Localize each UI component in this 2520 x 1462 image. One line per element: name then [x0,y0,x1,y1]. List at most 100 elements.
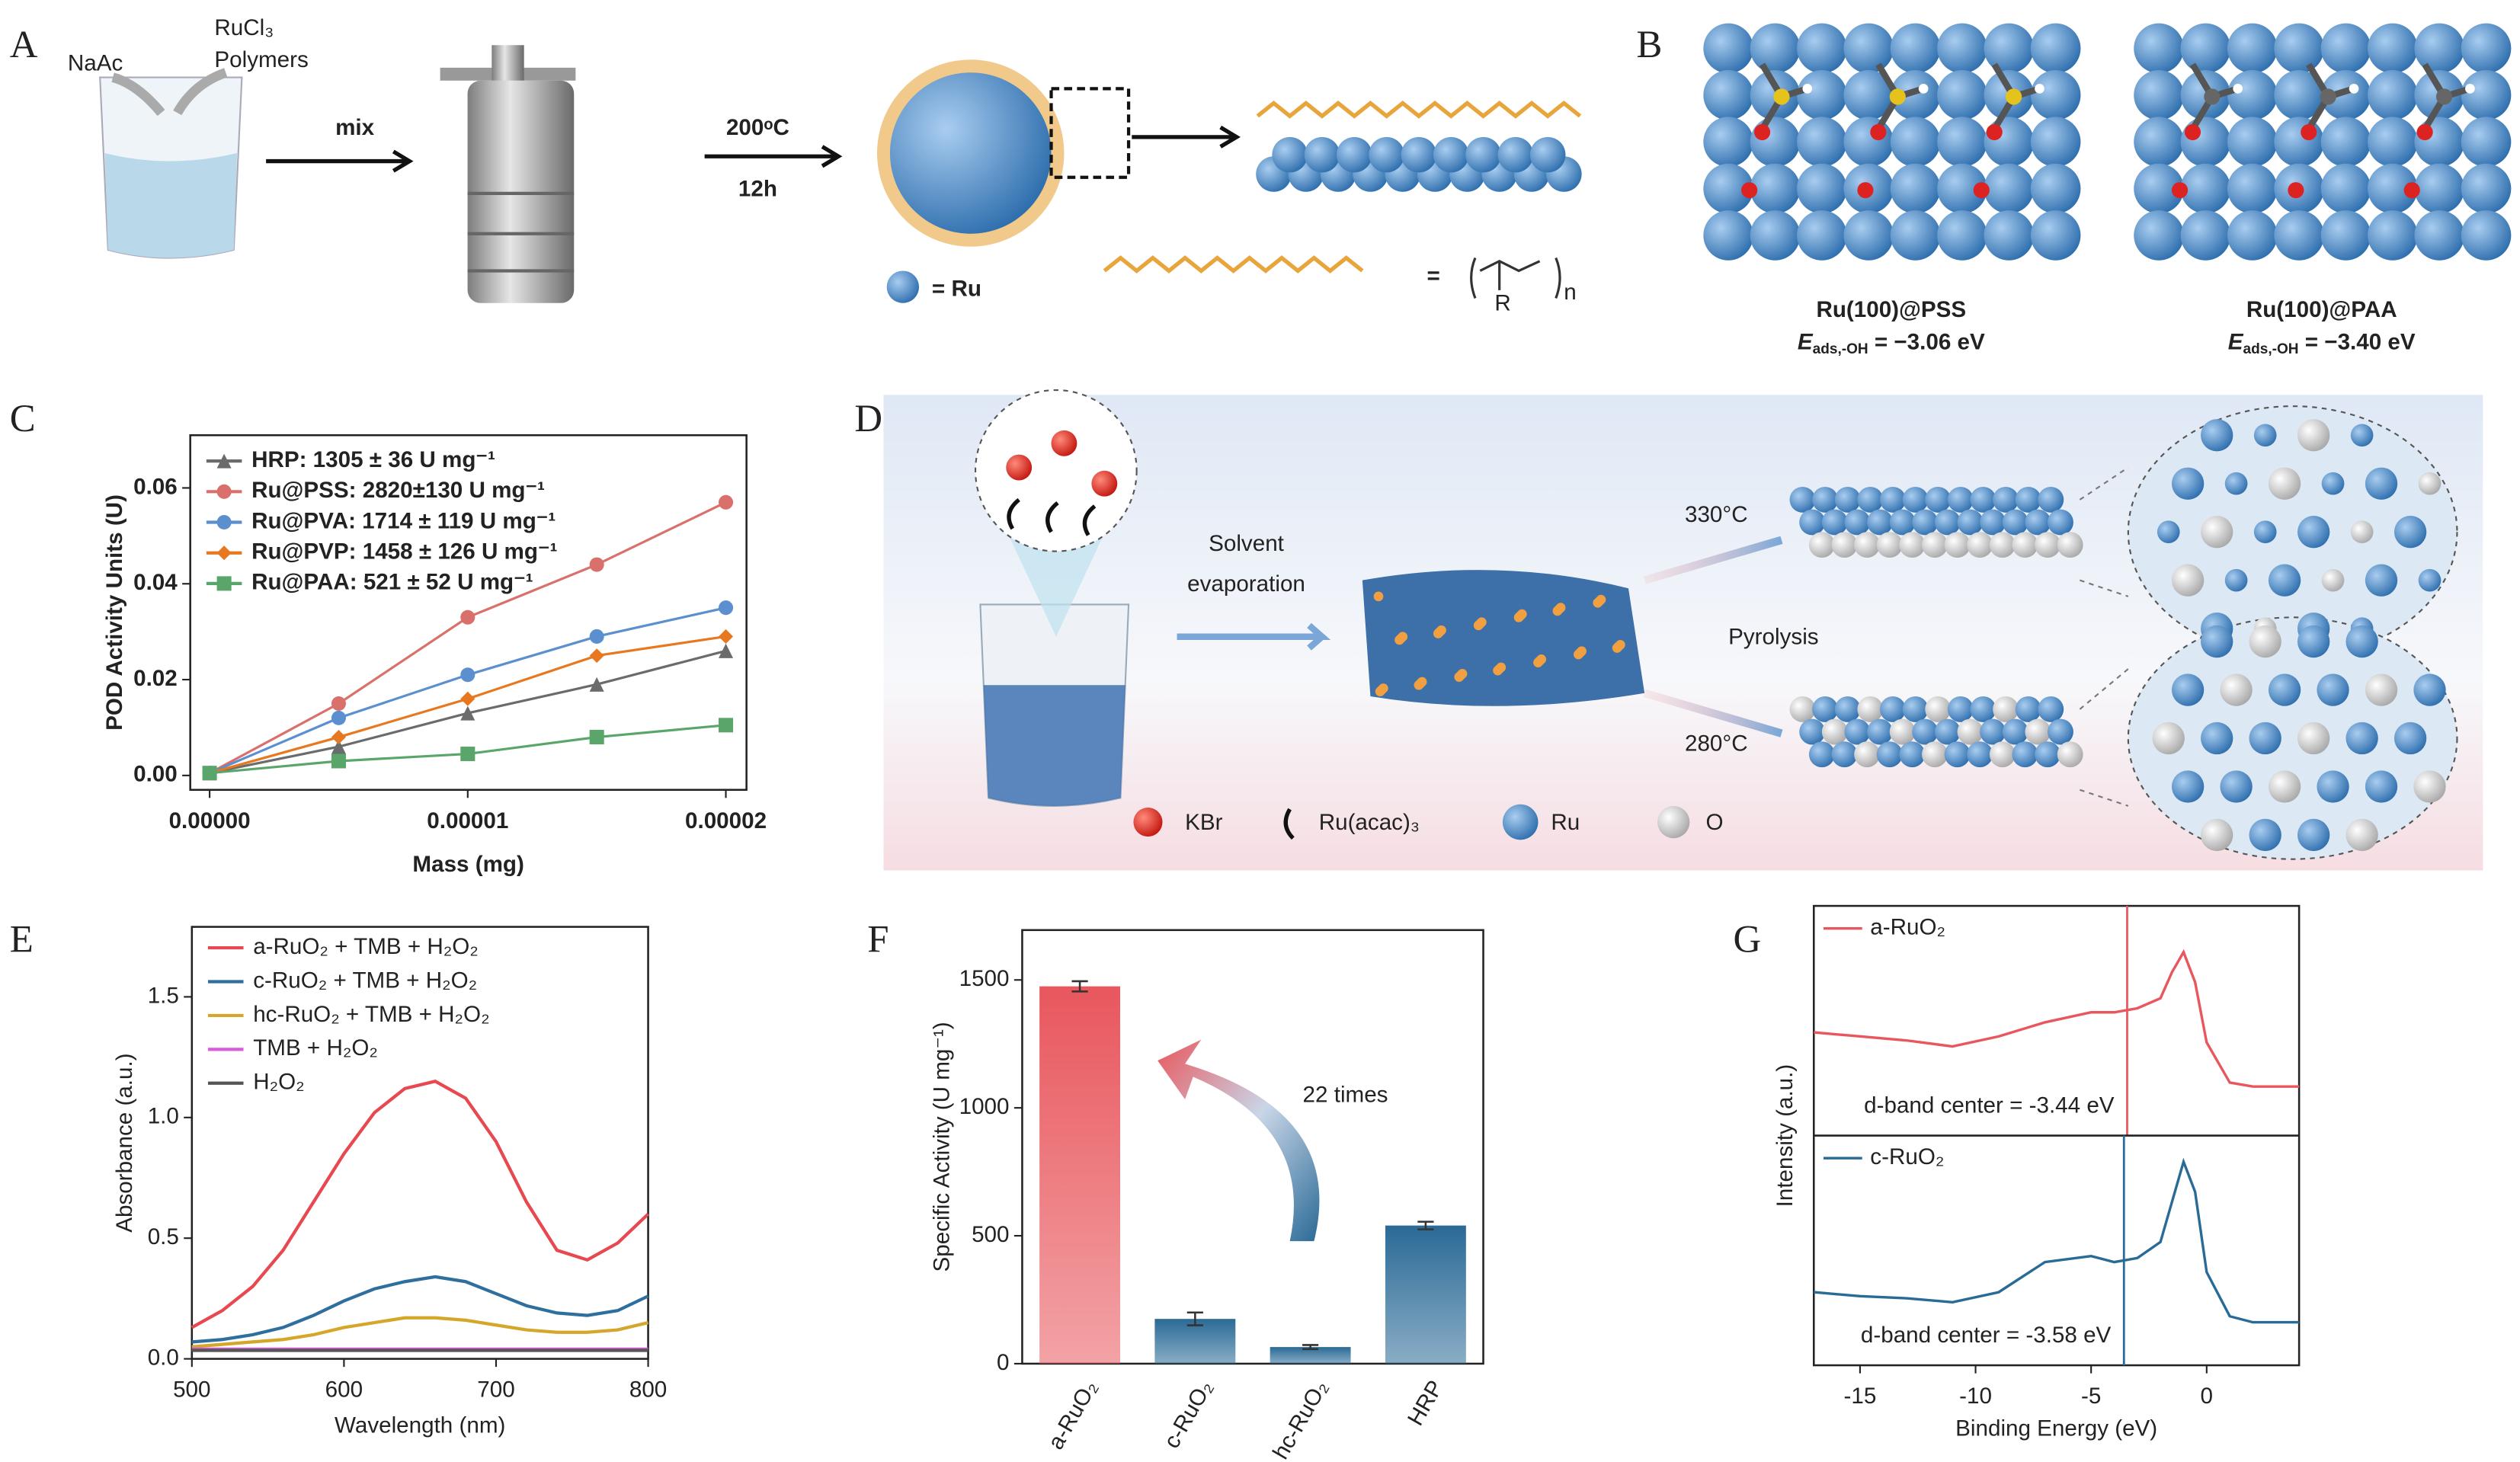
x-tick-label: 0.00000 [169,808,251,833]
ru-atom [1890,163,1941,214]
atom [1967,532,1993,558]
data-point [331,739,346,754]
ru-atom [1703,117,1753,167]
o-atom [2171,182,2189,199]
ru-atom [2274,23,2324,74]
o-atom [1753,123,1771,141]
atom [1867,718,1893,745]
atom [2220,770,2253,803]
data-point [719,629,734,644]
ru-atom [1843,117,1894,167]
ru-atom [1750,23,1801,74]
h-atom [2035,84,2044,94]
atom [2268,467,2301,500]
kbr-particle [1417,677,1427,687]
x-atom [2435,88,2453,105]
data-point [331,710,346,725]
ru-atom [1843,70,1894,120]
ru-atom [2134,163,2184,214]
x-atom [1889,88,1906,105]
error-bar [1417,1220,1434,1230]
y-tick-label: 500 [972,1222,1009,1247]
x-atom [2204,88,2221,105]
data-point [216,545,232,561]
ru-atom [1797,117,1847,167]
kbr-particle [1555,603,1566,613]
series-line [1814,949,2300,1088]
atom [2394,516,2427,549]
y-tick-label: 1.0 [148,1104,179,1129]
atom [2012,532,2038,558]
ru-atom [1465,136,1501,173]
atom [2201,516,2233,549]
ru-atom [2320,23,2371,74]
kbr-particle [1577,646,1587,657]
o-atom [2301,123,2317,141]
data-point [202,766,217,781]
atom [1980,718,2006,745]
polymer-chain [1256,101,1582,119]
y-tick-label: 1000 [959,1094,1010,1119]
atom [2297,818,2330,852]
ru-atom [2414,117,2464,167]
y-tick-label: 1500 [959,966,1010,991]
annotation: 22 times [1303,1083,1388,1108]
ru-atom [1272,136,1308,173]
atom [1834,696,1861,722]
atom [2048,718,2073,745]
kbr [1091,470,1118,497]
x-tick-label: 0.00002 [685,808,767,833]
ru-atom [2461,163,2512,214]
atom [2025,509,2051,536]
atom [1880,486,1906,513]
atom [2171,564,2205,597]
energy-subscript: ads,-OH [1813,341,1868,357]
ru-atom [2030,210,2081,261]
kbr-particle [1378,683,1388,693]
data-point [589,730,604,745]
zoom-box [1049,87,1131,179]
data-point [589,629,604,644]
legend-label: Ru@PVA: 1714 ± 119 U mg⁻¹ [251,508,556,533]
legend-label: HRP: 1305 ± 36 U mg⁻¹ [251,447,495,472]
atom [2012,741,2038,768]
sheet [1362,570,1645,706]
model-label: Ru(100)@PAA [2246,297,2397,322]
o-atom [2184,123,2201,141]
x-tick-label: a-RuO₂ [1043,1376,1103,1454]
atom [1967,741,1993,768]
ru-atom [2461,23,2512,74]
ru-atom [1703,23,1753,74]
atom [2025,718,2051,745]
ru-atom [2274,70,2324,120]
data-point [216,484,232,499]
energy-symbol: E [1798,329,1814,354]
ru-atom [2030,117,2081,167]
kbr-particle [1596,594,1606,605]
panel-label: G [1733,917,1761,960]
kbr-particle [1398,632,1408,642]
o-atom [1857,182,1874,199]
energy-symbol: E [2228,329,2244,354]
h-atom [1802,84,1813,94]
legend-ru [886,270,920,303]
slab [1256,101,1582,192]
pour-arrow [173,68,228,116]
atom [2365,467,2398,500]
atom [1831,741,1858,768]
atom-structure [2152,419,2446,852]
atom [2157,520,2180,544]
atom [1889,718,1916,745]
data-point [331,753,346,769]
ru-atom [1703,163,1753,214]
x-atom [1773,88,1790,105]
legend-label: c-RuO₂ + TMB + H₂O₂ [253,968,477,993]
ru-atom [2030,163,2081,214]
data-point [216,514,232,530]
ru-atom [1433,136,1469,173]
ru-atom [2030,70,2081,120]
atom [1812,486,1839,513]
atom [2015,486,2041,513]
arrow [1643,536,1783,584]
